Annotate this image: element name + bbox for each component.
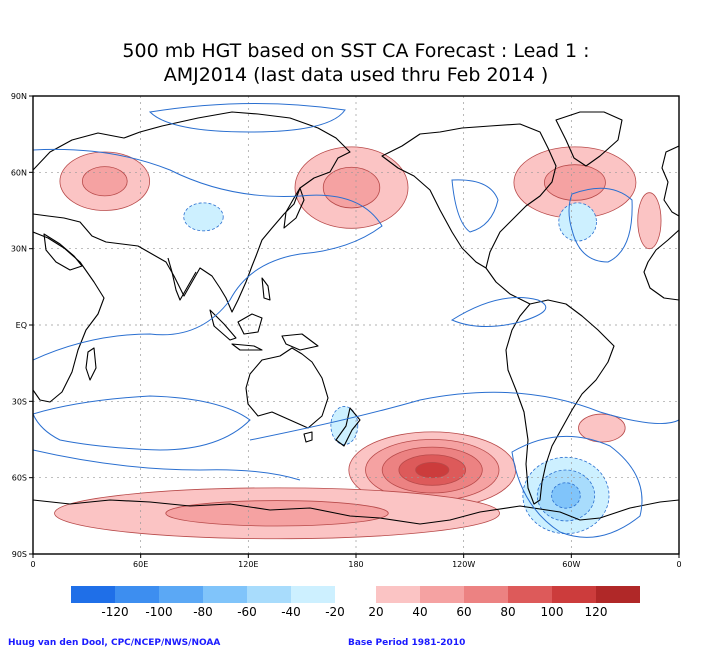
negative-swatch: [159, 586, 203, 603]
coastline-australia: [245, 347, 329, 429]
anomaly-north-atlantic-europe-high: [513, 146, 637, 219]
positive-legend-label: 100: [541, 605, 564, 619]
anomaly-bering-high: [294, 146, 409, 229]
anomaly-siberia-low: [183, 202, 224, 232]
figure-title-line1: 500 mb HGT based on SST CA Forecast : Le…: [122, 40, 590, 62]
coastline-sumatra: [209, 309, 237, 341]
positive-swatch: [376, 586, 420, 603]
coastline-arabia: [43, 233, 83, 271]
coastline-new-zealand: [335, 407, 361, 447]
coastlines: [33, 111, 679, 525]
negative-legend-label: -120: [101, 605, 128, 619]
negative-swatch: [203, 586, 247, 603]
coastline-tasmania: [303, 431, 313, 443]
anomaly-level: [415, 461, 450, 479]
coastline-western-europe: [661, 145, 679, 217]
positive-swatch: [596, 586, 640, 603]
anomaly-level: [578, 413, 626, 443]
lat-tick-label: 60N: [11, 168, 27, 177]
anomaly-level: [558, 202, 597, 242]
anomaly-level: [551, 482, 581, 509]
coastline-north-america: [381, 123, 557, 269]
positive-swatch: [420, 586, 464, 603]
coastline-japan: [283, 187, 305, 229]
negative-legend-label: -20: [325, 605, 345, 619]
positive-legend-label: 80: [500, 605, 515, 619]
negative-legend-label: -60: [237, 605, 257, 619]
coastline-africa: [33, 231, 105, 403]
anomaly-level: [637, 192, 662, 250]
lon-tick-label: 60W: [562, 560, 580, 569]
lon-tick-label: 60E: [133, 560, 148, 569]
anomaly-central-asia-high: [59, 151, 151, 211]
negative-legend-label: -100: [145, 605, 172, 619]
coastline-borneo: [237, 313, 263, 335]
coastline-india: [167, 257, 197, 301]
coastline-greenland: [555, 111, 623, 167]
lon-tick-label: 120E: [238, 560, 258, 569]
lon-tick-label: 120W: [452, 560, 475, 569]
contour-line: [33, 395, 251, 451]
contour-line: [148, 102, 346, 133]
anomaly-level: [165, 500, 389, 527]
lat-tick-label: 30S: [12, 397, 27, 406]
positive-legend-label: 20: [368, 605, 383, 619]
coastline-central-america: [485, 267, 531, 305]
lat-tick-label: 90S: [12, 550, 27, 559]
contour-line: [33, 148, 383, 361]
coastline-philippines: [261, 277, 271, 301]
base-period-text: Base Period 1981-2010: [348, 638, 466, 648]
anomaly-level: [81, 166, 128, 197]
lon-tick-label: 0: [30, 560, 35, 569]
positive-swatch: [464, 586, 508, 603]
contour-line: [450, 297, 547, 328]
zero-contours: [33, 102, 679, 538]
contour-line: [511, 435, 643, 538]
map-grid: [33, 96, 679, 554]
anomaly-level: [322, 166, 381, 209]
lon-tick-label: 0: [676, 560, 681, 569]
positive-legend-label: 40: [412, 605, 427, 619]
contour-line: [451, 179, 499, 233]
coastline-antarctica: [33, 499, 679, 525]
negative-swatch: [291, 586, 335, 603]
coastline-new-guinea: [281, 333, 319, 351]
contour-line: [249, 391, 679, 441]
contour-line: [33, 449, 301, 481]
anomaly-iberia-high: [637, 192, 662, 250]
anomaly-level: [183, 202, 224, 232]
anomaly-south-atlantic-high: [578, 413, 626, 443]
lat-tick-label: 60S: [12, 474, 27, 483]
lon-tick-label: 180: [348, 560, 363, 569]
coastline-madagascar: [85, 347, 97, 381]
coastline-south-america: [505, 299, 615, 505]
negative-legend-label: -40: [281, 605, 301, 619]
coastline-eurasia: [33, 111, 351, 313]
lat-tick-label: 90N: [11, 92, 27, 101]
color-legend: -120 -100 -80 -60 -40 -20 20 40 60 80 100 120: [71, 586, 640, 619]
positive-legend-label: 60: [456, 605, 471, 619]
lat-tick-label: EQ: [16, 321, 27, 330]
positive-legend-label: 120: [585, 605, 608, 619]
credit-text: Huug van den Dool, CPC/NCEP/NWS/NOAA: [8, 638, 221, 648]
anomaly-level: [544, 164, 606, 201]
positive-swatch: [552, 586, 596, 603]
coastline-west-africa: [643, 229, 679, 301]
anomaly-north-atlantic-low: [558, 202, 597, 242]
lat-tick-label: 30N: [11, 245, 27, 254]
negative-swatch: [247, 586, 291, 603]
negative-legend-label: -80: [193, 605, 213, 619]
anomaly-south-america-low: [522, 456, 610, 535]
contour-line: [568, 187, 633, 263]
positive-swatch: [508, 586, 552, 603]
anomaly-southern-ocean-high: [54, 487, 500, 540]
anomaly-shading: [54, 146, 662, 540]
negative-swatch: [115, 586, 159, 603]
coastline-java: [231, 343, 263, 351]
figure-title-line2: AMJ2014 (last data used thru Feb 2014 ): [163, 64, 549, 86]
negative-swatch: [71, 586, 115, 603]
